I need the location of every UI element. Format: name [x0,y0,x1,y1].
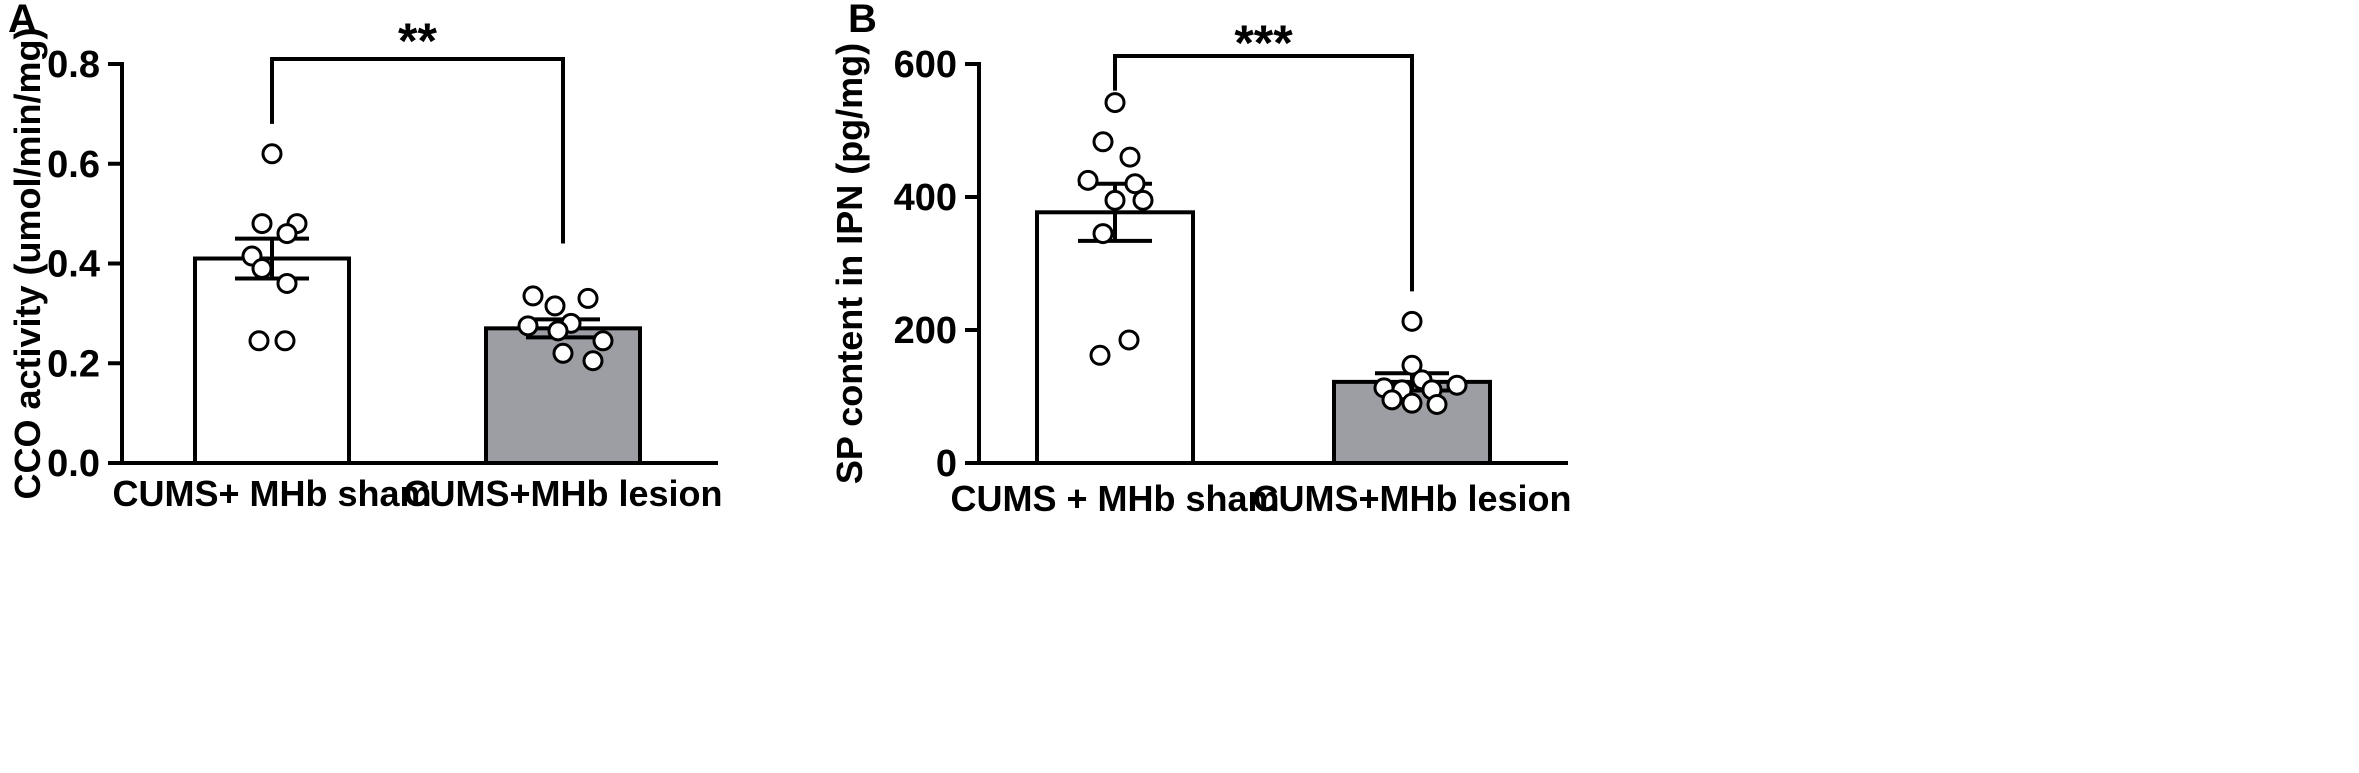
panel-b-letter: B [848,0,877,41]
panel-b-data-point [1401,354,1423,376]
panel-b-data-point [1089,344,1111,366]
panel-b-data-point [1104,92,1126,114]
panel-b-data-point [1446,374,1468,396]
panel-b-data-point [1104,189,1126,211]
panel-b-data-point [1124,173,1146,195]
panel-a-data-point [248,330,270,352]
panel-a-data-point [274,330,296,352]
panel-b-data-point [1401,310,1423,332]
panel-b-y-tick-label: 0 [936,443,957,485]
panel-a-y-tick-label: 0.4 [47,244,100,286]
panel-a-y-tick-label: 0.6 [47,144,100,186]
panel-b-significance-label: *** [1234,15,1293,71]
panel-b-category-label-2: CUMS+MHb lesion [1252,478,1571,519]
panel-a-data-point [577,287,599,309]
panel-b-data-point [1119,146,1141,168]
panel-a-data-point [592,330,614,352]
panel-b-data-point [1118,329,1140,351]
panel-a-y-tick-label: 0.2 [47,343,100,385]
panel-b-y-axis-title: SP content in IPN (pg/mg) [829,43,870,484]
panel-a-category-label-1: CUMS+ MHb sham [112,473,431,514]
panel-b-y-tick-label: 400 [894,177,957,219]
panel-b-data-point [1381,389,1403,411]
panel-b-data-point [1426,393,1448,415]
panel-a-data-point [276,272,298,294]
panel-b-category-label-1: CUMS + MHb sham [950,478,1279,519]
panel-b-bar-1 [1035,210,1195,465]
panel-a-data-point [261,143,283,165]
panel-a-significance-bracket [270,57,565,244]
panel-b-data-point [1092,131,1114,153]
panel-b-data-point [1092,223,1114,245]
panel-b-y-tick-label: 600 [894,44,957,86]
panel-a-y-tick-label: 0.0 [47,443,100,485]
panel-b-significance-bracket [1113,54,1414,292]
panel-a-data-point [552,342,574,364]
panel-a-data-point [522,285,544,307]
panel-a-category-label-2: CUMS+MHb lesion [403,473,722,514]
panel-a-data-point [544,295,566,317]
panel-a-significance-label: ** [398,13,437,69]
panel-b-data-point [1077,169,1099,191]
panel-b-y-tick-label: 200 [894,310,957,352]
panel-a-data-point [582,350,604,372]
panel-a-data-point [547,320,569,342]
panel-a-bar-1 [193,256,351,466]
panel-a-data-point [276,223,298,245]
panel-a-data-point [251,213,273,235]
panel-b-data-point [1132,189,1154,211]
panel-a-data-point [517,315,539,337]
panel-b-data-point [1401,392,1423,414]
panel-a-y-tick-label: 0.8 [47,44,100,86]
panel-a-y-axis-title: CCO activity (umol/min/mg) [7,27,48,499]
panel-a-letter: A [8,0,37,41]
panel-a-data-point [251,257,273,279]
